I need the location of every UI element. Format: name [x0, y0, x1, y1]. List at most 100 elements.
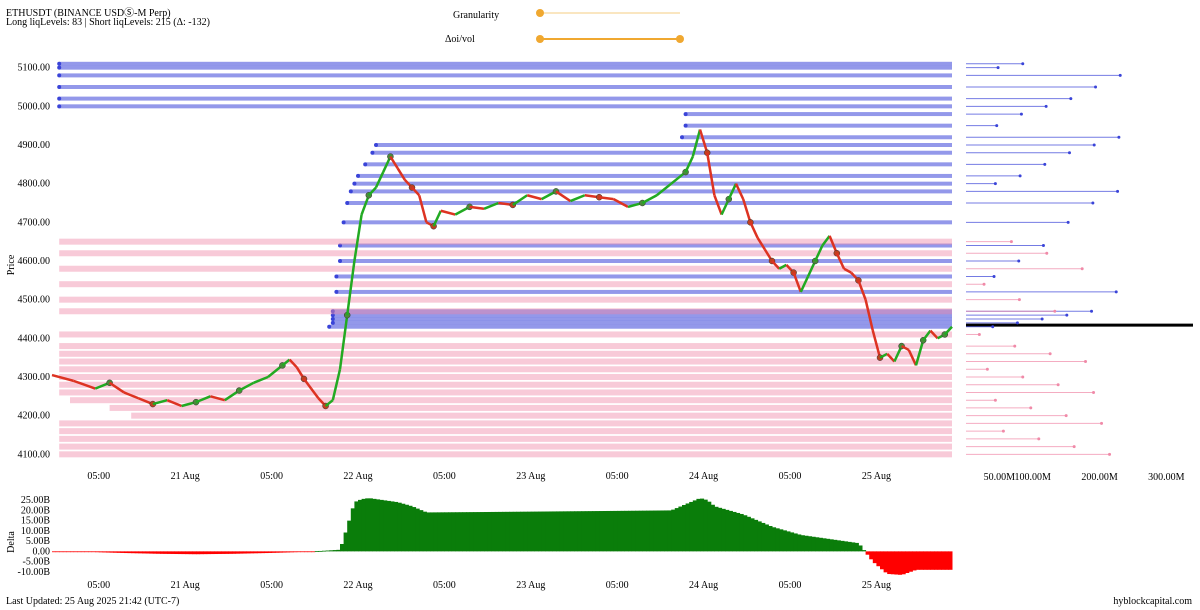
brand-link[interactable]: hyblockcapital.com: [1113, 596, 1192, 607]
delta-bar: [718, 507, 723, 552]
delta-bar: [656, 510, 661, 552]
oi-vol-knob-min[interactable]: [536, 35, 544, 43]
time-tick-label: 22 Aug: [343, 471, 372, 482]
delta-bar: [775, 528, 780, 552]
delta-bar: [934, 551, 939, 570]
delta-bar: [181, 551, 186, 555]
delta-bar: [844, 541, 849, 552]
histogram-dot: [1021, 375, 1025, 379]
histogram-dot: [1072, 445, 1076, 449]
histogram-tick-label: 100.00M: [1015, 472, 1052, 483]
price-segment: [302, 378, 313, 390]
delta-bar: [638, 510, 643, 552]
price-segment: [360, 194, 370, 216]
delta-bar: [620, 510, 625, 552]
short-liq-level: [340, 259, 952, 263]
oi-vol-slider[interactable]: [536, 35, 684, 43]
delta-bar: [307, 551, 312, 553]
delta-bar: [818, 537, 823, 552]
delta-bar: [786, 531, 791, 552]
short-liq-level: [332, 313, 952, 318]
delta-bar: [696, 498, 701, 552]
delta-bar: [451, 512, 456, 552]
price-segment: [569, 194, 586, 203]
short-liq-dot: [327, 324, 332, 329]
short-liq-dot: [341, 220, 346, 225]
granularity-knob[interactable]: [536, 9, 544, 17]
delta-bar: [185, 551, 190, 555]
oi-vol-knob-max[interactable]: [676, 35, 684, 43]
delta-bar: [322, 550, 327, 552]
delta-bar: [487, 511, 492, 552]
long-liq-level: [59, 281, 952, 288]
delta-bar: [678, 506, 683, 552]
long-liq-level: [59, 350, 952, 357]
delta-bar: [289, 551, 294, 553]
delta-bar: [293, 551, 298, 553]
delta-bar: [372, 498, 377, 552]
delta-bar: [476, 512, 481, 552]
delta-bar: [242, 551, 247, 554]
delta-bar: [433, 512, 438, 552]
price-segment: [814, 245, 824, 262]
delta-bar: [512, 511, 517, 552]
delta-bar: [311, 551, 316, 553]
histogram-dot: [1009, 240, 1013, 244]
histogram-dot: [1043, 162, 1047, 166]
price-y-axis: 4100.00 4200.00 4300.00 4400.00 4500.00 4600.…: [18, 63, 51, 461]
price-x-axis: 05:00 21 Aug 05:00 22 Aug 05:00 23 Aug 05:00 24…: [87, 471, 891, 482]
price-segment: [778, 263, 787, 270]
delta-bar: [883, 551, 888, 573]
delta-bar: [700, 498, 705, 552]
histogram-dot: [1056, 383, 1060, 387]
granularity-slider[interactable]: [536, 9, 680, 17]
delta-bar: [354, 501, 359, 552]
delta-bar: [124, 551, 129, 554]
price-segment: [749, 221, 759, 239]
price-segment: [799, 275, 810, 293]
delta-bar: [887, 551, 892, 575]
histogram-dot: [1094, 85, 1098, 89]
time-tick-label: 05:00: [260, 471, 283, 482]
delta-bar: [498, 511, 503, 552]
histogram-dot: [985, 367, 989, 371]
delta-bar: [376, 499, 381, 552]
short-liq-dot: [356, 173, 360, 178]
delta-bar: [664, 510, 669, 552]
long-liq-level: [131, 412, 952, 419]
delta-bar: [826, 538, 831, 552]
delta-bar: [840, 540, 845, 552]
histogram-dot: [1037, 437, 1041, 441]
delta-bar: [581, 511, 586, 552]
histogram-dot: [1117, 135, 1121, 139]
delta-bar: [286, 551, 291, 553]
delta-bar: [509, 511, 514, 552]
price-tick-label: 4200.00: [18, 411, 51, 422]
delta-bar: [746, 516, 751, 552]
price-tick-label: 4600.00: [18, 256, 51, 267]
delta-bar: [800, 535, 805, 552]
short-liq-level: [59, 73, 952, 78]
short-liq-dot: [330, 309, 335, 314]
histogram-dot: [1021, 62, 1025, 66]
delta-bar: [318, 550, 323, 552]
delta-bar: [613, 510, 618, 552]
price-tick-label: 4500.00: [18, 295, 51, 306]
short-liq-level: [59, 96, 952, 101]
delta-bar: [559, 511, 564, 552]
delta-bar: [642, 510, 647, 552]
delta-bar: [52, 551, 57, 553]
delta-tick-label: 25.00B: [21, 495, 51, 506]
long-liq-level: [59, 420, 952, 427]
delta-bar: [163, 551, 168, 554]
delta-bar: [455, 512, 460, 552]
time-tick-label: 05:00: [606, 580, 629, 591]
price-segment: [396, 167, 406, 181]
delta-bar: [541, 511, 546, 552]
price-tick-label: 4400.00: [18, 333, 51, 344]
delta-bar: [901, 551, 906, 575]
delta-bar: [228, 551, 233, 554]
delta-bar: [721, 508, 726, 552]
price-segment: [871, 330, 882, 358]
histogram-dot: [1013, 344, 1017, 348]
